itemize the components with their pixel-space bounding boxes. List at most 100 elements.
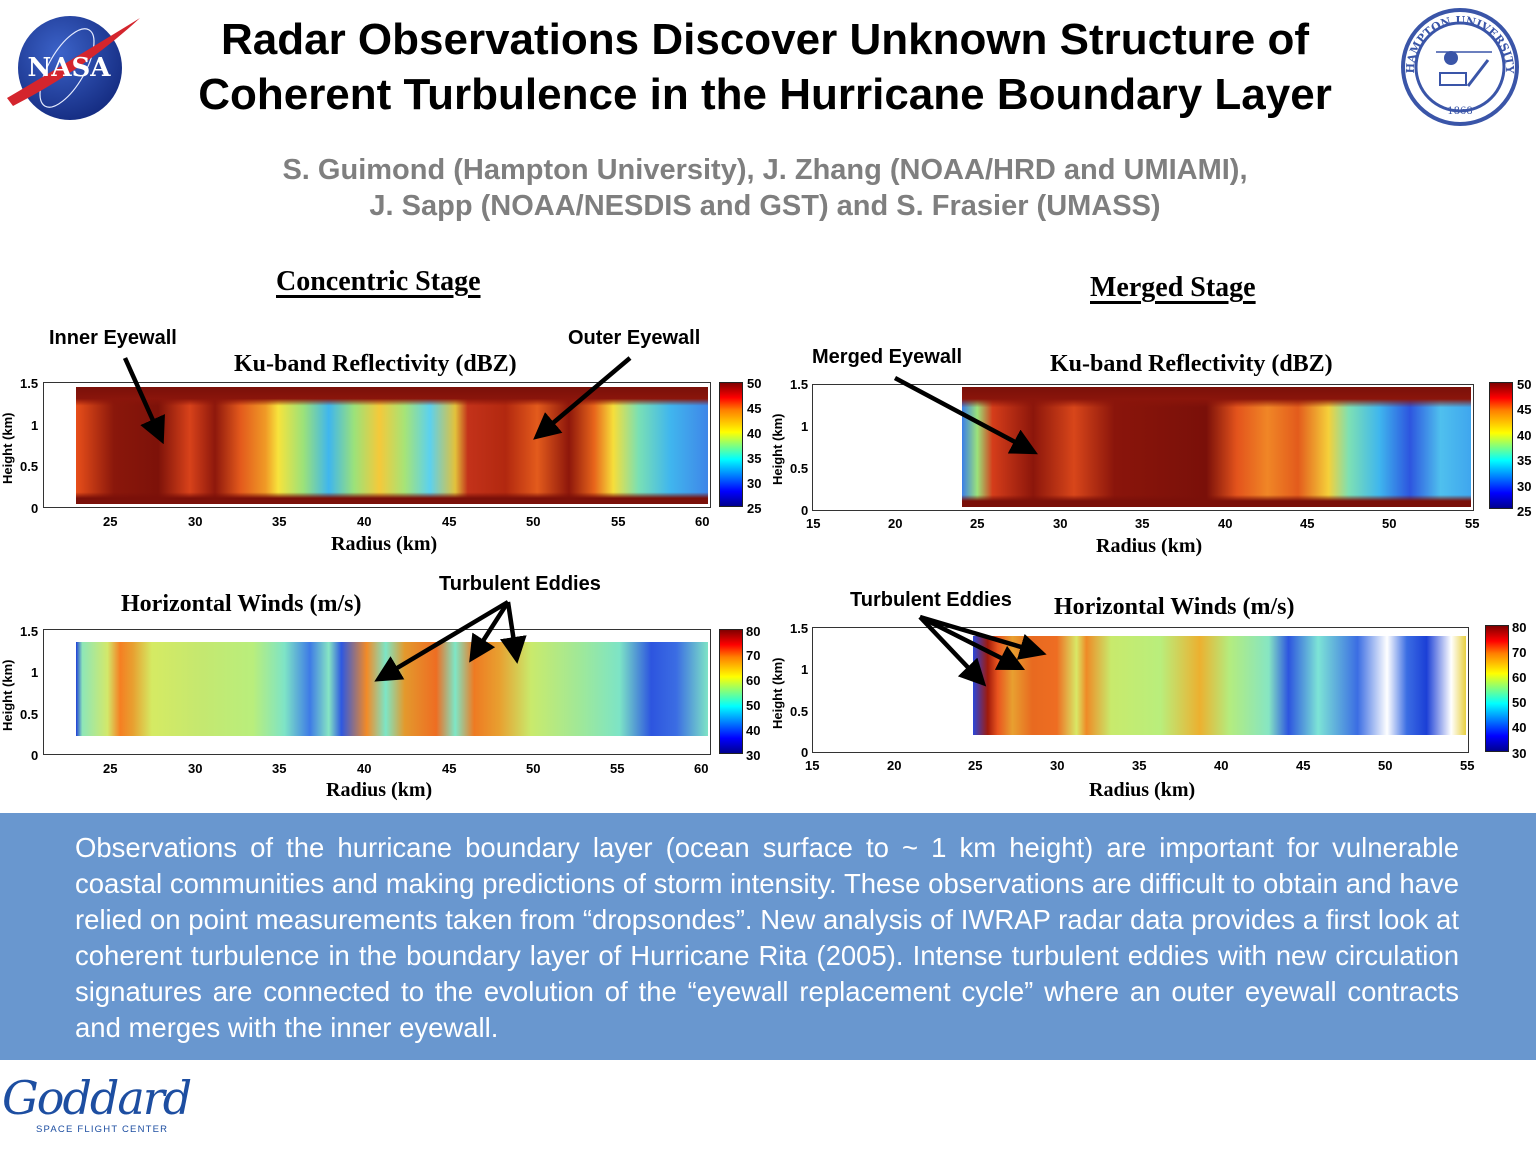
author-list: S. Guimond (Hampton University), J. Zhan… [150,152,1380,224]
right-wind-ylabel: Height (km) [770,657,785,730]
cbar-tick: 60 [746,673,761,688]
merged-stage-heading: Merged Stage [1090,272,1256,303]
x-tick: 35 [1132,758,1147,773]
cbar-tick: 80 [1512,620,1527,635]
right-reflectivity-plot [812,384,1474,511]
cbar-tick: 60 [1512,670,1527,685]
x-tick: 20 [887,758,902,773]
x-tick: 15 [805,758,820,773]
x-tick: 30 [188,514,203,529]
left-wind-xlabel: Radius (km) [326,779,433,801]
cbar-tick: 40 [1517,428,1532,443]
goddard-logo: Goddard SPACE FLIGHT CENTER [2,1071,192,1151]
x-tick: 50 [526,761,541,776]
concentric-stage-heading: Concentric Stage [276,266,481,297]
left-reflectivity-colorbar [719,382,743,507]
y-tick: 0 [801,503,809,518]
cbar-tick: 50 [747,376,762,391]
x-tick: 55 [610,761,625,776]
cbar-tick: 40 [1512,720,1527,735]
left-refl-xlabel: Radius (km) [331,533,438,555]
x-tick: 45 [1296,758,1311,773]
x-tick: 40 [1218,516,1233,531]
cbar-tick: 70 [1512,645,1527,660]
merged-eyewall-label: Merged Eyewall [812,346,963,368]
right-wind-xlabel: Radius (km) [1089,779,1196,801]
authors-line-2: J. Sapp (NOAA/NESDIS and GST) and S. Fra… [369,190,1161,222]
reflectivity-field [962,387,1471,507]
x-tick: 15 [806,516,821,531]
x-tick: 45 [1300,516,1315,531]
x-tick: 60 [695,514,710,529]
right-refl-ylabel: Height (km) [770,413,785,486]
x-tick: 55 [1460,758,1475,773]
cbar-tick: 70 [746,648,761,663]
y-tick: 0.5 [790,461,809,476]
left-reflectivity-plot [43,382,711,508]
goddard-script: Goddard [2,1071,192,1125]
x-tick: 60 [694,761,709,776]
x-tick: 25 [968,758,983,773]
summary-text: Observations of the hurricane boundary l… [75,832,1459,1043]
left-wind-ylabel: Height (km) [0,659,15,732]
hampton-university-seal: HAMPTON UNIVERSITY 1868 [1396,8,1524,126]
x-tick: 50 [526,514,541,529]
x-tick: 40 [357,761,372,776]
title-line-1: Radar Observations Discover Unknown Stru… [220,15,1310,64]
y-tick: 0.5 [790,704,809,719]
cbar-tick: 25 [747,501,762,516]
x-tick: 20 [888,516,903,531]
cbar-tick: 45 [1517,402,1532,417]
cbar-tick: 50 [1512,695,1527,710]
x-tick: 45 [442,761,457,776]
cbar-tick: 30 [747,476,762,491]
x-tick: 35 [272,761,287,776]
x-tick: 35 [1135,516,1150,531]
x-tick: 25 [970,516,985,531]
cbar-tick: 40 [746,723,761,738]
authors-line-1: S. Guimond (Hampton University), J. Zhan… [282,154,1248,186]
cbar-tick: 30 [1512,746,1527,761]
y-tick: 0 [801,745,809,760]
page-title: Radar Observations Discover Unknown Stru… [150,12,1380,122]
inner-eyewall-label: Inner Eyewall [49,327,177,349]
cbar-tick: 50 [1517,377,1532,392]
right-winds-colorbar [1485,625,1509,752]
summary-box [0,813,1536,1060]
x-tick: 40 [1214,758,1229,773]
reflectivity-field [76,387,708,504]
left-refl-ylabel: Height (km) [0,412,15,485]
x-tick: 35 [272,514,287,529]
svg-text:NASA: NASA [28,53,112,83]
x-tick: 30 [1053,516,1068,531]
y-tick: 1 [31,665,39,680]
left-winds-colorbar [719,629,743,754]
cbar-tick: 35 [1517,453,1532,468]
x-tick: 50 [1382,516,1397,531]
turbulent-eddies-label-right: Turbulent Eddies [850,589,1012,611]
left-winds-plot [43,629,711,755]
x-tick: 30 [188,761,203,776]
cbar-tick: 30 [1517,479,1532,494]
cbar-tick: 40 [747,426,762,441]
cbar-tick: 25 [1517,504,1532,519]
winds-field [76,642,708,736]
right-reflectivity-colorbar [1489,382,1513,509]
cbar-tick: 30 [746,748,761,763]
cbar-tick: 35 [747,451,762,466]
nasa-logo: NASA [5,14,140,122]
right-winds-title: Horizontal Winds (m/s) [1054,594,1295,620]
x-tick: 30 [1050,758,1065,773]
y-tick: 1 [801,662,809,677]
y-tick: 1.5 [20,624,39,639]
right-reflectivity-title: Ku-band Reflectivity (dBZ) [1050,351,1333,377]
winds-field [973,636,1466,735]
turbulent-eddies-label-left: Turbulent Eddies [439,573,601,595]
cbar-tick: 45 [747,401,762,416]
y-tick: 1.5 [20,376,39,391]
y-tick: 0 [31,501,39,516]
x-tick: 55 [611,514,626,529]
y-tick: 0 [31,748,39,763]
y-tick: 0.5 [20,707,39,722]
cbar-tick: 80 [746,624,761,639]
